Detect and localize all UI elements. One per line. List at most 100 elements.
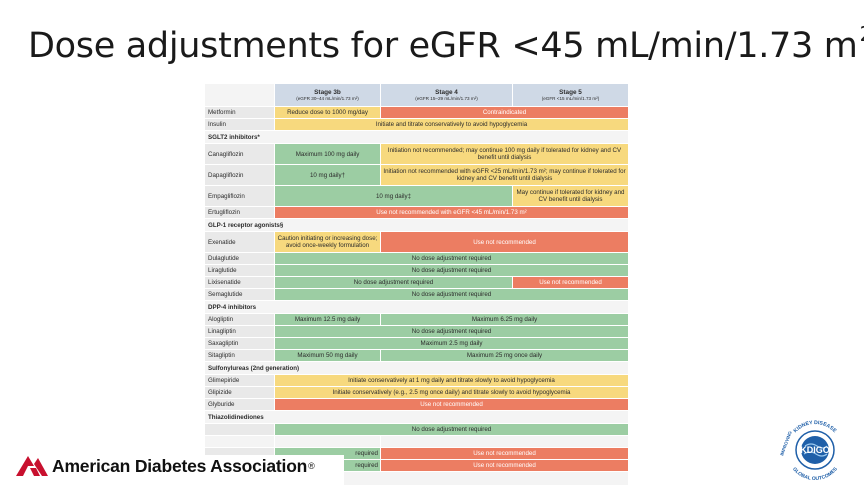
table-row: Metformin Reduce dose to 1000 mg/day Con… xyxy=(204,106,629,119)
dose-cell: Use not recommended xyxy=(380,231,629,253)
stage-name: Stage 5 xyxy=(559,88,582,96)
dose-cell: Use not recommended xyxy=(512,276,629,289)
section-label: Sulfonylureas (2nd generation) xyxy=(204,361,629,375)
stage-name: Stage 3b xyxy=(314,88,341,96)
ada-triangle-icon xyxy=(16,456,48,476)
drug-name: Empagliflozin xyxy=(204,185,275,207)
table-row: Empagliflozin 10 mg daily‡ May continue … xyxy=(204,185,629,207)
dose-cell: Initiation not recommended; may continue… xyxy=(380,143,629,165)
dose-cell: Initiation not recommended with eGFR <25… xyxy=(380,164,629,186)
table-row: Insulin Initiate and titrate conservativ… xyxy=(204,118,629,131)
section-label: SGLT2 inhibitors* xyxy=(204,130,629,144)
kdigo-wordmark: KDIGO xyxy=(800,445,830,455)
drug-name xyxy=(380,435,629,448)
drug-name: Metformin xyxy=(204,106,275,119)
kdigo-logo: KDIGO KIDNEY DISEASE IMPROVING GLOBAL OU… xyxy=(779,420,839,482)
ada-registered-mark: ® xyxy=(308,461,315,471)
drug-name xyxy=(204,435,275,448)
dose-cell: Maximum 100 mg daily xyxy=(274,143,381,165)
dose-cell: Maximum 12.5 mg daily xyxy=(274,313,381,326)
drug-name: Ertugliflozin xyxy=(204,206,275,219)
dose-cell: Maximum 25 mg once daily xyxy=(380,349,629,362)
dose-cell: No dose adjustment required xyxy=(274,288,629,301)
dose-cell: Maximum 6.25 mg daily xyxy=(380,313,629,326)
table-row: Exenatide Caution initiating or increasi… xyxy=(204,231,629,253)
drug-name: Canagliflozin xyxy=(204,143,275,165)
drug-name: Lixisenatide xyxy=(204,276,275,289)
drug-name: Glipizide xyxy=(204,386,275,399)
table-row: Liraglutide No dose adjustment required xyxy=(204,264,629,277)
title-superscript: 2 xyxy=(860,22,864,46)
dose-cell: No dose adjustment required xyxy=(274,423,629,436)
table-row: required Use not recommended xyxy=(204,447,629,460)
drug-name: Exenatide xyxy=(204,231,275,253)
drug-name xyxy=(274,435,381,448)
header-stage-3b: Stage 3b (eGFR 30–44 mL/min/1.73 m²) xyxy=(274,83,381,107)
table-row: Saxagliptin Maximum 2.5 mg daily xyxy=(204,337,629,350)
dose-cell: No dose adjustment required xyxy=(274,264,629,277)
stage-range: (eGFR 15–29 mL/min/1.73 m²) xyxy=(415,95,478,101)
dose-cell: Initiate conservatively at 1 mg daily an… xyxy=(274,374,629,387)
dose-cell: Maximum 50 mg daily xyxy=(274,349,381,362)
dose-cell: Use not recommended xyxy=(274,398,629,411)
drug-name: Saxagliptin xyxy=(204,337,275,350)
header-stage-5: Stage 5 (eGFR <15 mL/min/1.73 m²) xyxy=(512,83,629,107)
dose-cell: Use not recommended with eGFR <45 mL/min… xyxy=(274,206,629,219)
dose-cell: Contraindicated xyxy=(380,106,629,119)
dose-cell: Initiate and titrate conservatively to a… xyxy=(274,118,629,131)
drug-name: Linagliptin xyxy=(204,325,275,338)
section-row: Thiazolidinediones xyxy=(204,410,629,424)
drug-name: Sitagliptin xyxy=(204,349,275,362)
table-row: Alogliptin Maximum 12.5 mg daily Maximum… xyxy=(204,313,629,326)
dose-cell: 10 mg daily‡ xyxy=(274,185,513,207)
dose-cell: Maximum 2.5 mg daily xyxy=(274,337,629,350)
table-row: Glyburide Use not recommended xyxy=(204,398,629,411)
kdigo-globe-icon xyxy=(801,436,829,464)
table-row xyxy=(204,435,629,448)
logo-backdrop xyxy=(204,455,344,485)
dose-cell: Use not recommended xyxy=(380,447,629,460)
section-label: DPP-4 inhibitors xyxy=(204,300,629,314)
header-corner xyxy=(204,83,275,107)
table-row: Linagliptin No dose adjustment required xyxy=(204,325,629,338)
table-row: Glimepiride Initiate conservatively at 1… xyxy=(204,374,629,387)
section-label: GLP-1 receptor agonists§ xyxy=(204,218,629,232)
table-row: Sitagliptin Maximum 50 mg daily Maximum … xyxy=(204,349,629,362)
dose-cell: No dose adjustment required xyxy=(274,276,513,289)
section-row: Sulfonylureas (2nd generation) xyxy=(204,361,629,375)
section-label: Thiazolidinediones xyxy=(204,410,629,424)
dose-cell: Use not recommended xyxy=(380,459,629,472)
drug-name: Insulin xyxy=(204,118,275,131)
drug-name: Dulaglutide xyxy=(204,252,275,265)
section-row: GLP-1 receptor agonists§ xyxy=(204,218,629,232)
slide-title: Dose adjustments for eGFR <45 mL/min/1.7… xyxy=(28,22,864,66)
section-row: DPP-4 inhibitors xyxy=(204,300,629,314)
stage-range: (eGFR <15 mL/min/1.73 m²) xyxy=(541,95,600,101)
table-row: Dulaglutide No dose adjustment required xyxy=(204,252,629,265)
dose-cell: Caution initiating or increasing dose; a… xyxy=(274,231,381,253)
dose-cell: Initiate conservatively (e.g., 2.5 mg on… xyxy=(274,386,629,399)
table-row: No dose adjustment required xyxy=(204,423,629,436)
table-row: Glipizide Initiate conservatively (e.g.,… xyxy=(204,386,629,399)
table-row: Lixisenatide No dose adjustment required… xyxy=(204,276,629,289)
title-text: Dose adjustments for eGFR <45 mL/min/1.7… xyxy=(28,26,858,66)
table-row: Semaglutide No dose adjustment required xyxy=(204,288,629,301)
table-row: Dapagliflozin 10 mg daily† Initiation no… xyxy=(204,164,629,186)
ada-name: American Diabetes Association xyxy=(52,455,308,476)
drug-name: Dapagliflozin xyxy=(204,164,275,186)
dose-cell: 10 mg daily† xyxy=(274,164,381,186)
header-stage-4: Stage 4 (eGFR 15–29 mL/min/1.73 m²) xyxy=(380,83,513,107)
dose-table: Stage 3b (eGFR 30–44 mL/min/1.73 m²) Stag… xyxy=(204,83,629,485)
dose-cell: No dose adjustment required xyxy=(274,252,629,265)
drug-name: Semaglutide xyxy=(204,288,275,301)
drug-name: Glyburide xyxy=(204,398,275,411)
kdigo-arc-text-left: IMPROVING xyxy=(779,430,793,456)
dose-cell: No dose adjustment required xyxy=(274,325,629,338)
ada-logo: American Diabetes Association ® xyxy=(14,455,315,477)
stage-range: (eGFR 30–44 mL/min/1.73 m²) xyxy=(296,95,359,101)
drug-name: Alogliptin xyxy=(204,313,275,326)
drug-name: Glimepiride xyxy=(204,374,275,387)
section-row: SGLT2 inhibitors* xyxy=(204,130,629,144)
table-row: Ertugliflozin Use not recommended with e… xyxy=(204,206,629,219)
dose-cell: May continue if tolerated for kidney and… xyxy=(512,185,629,207)
